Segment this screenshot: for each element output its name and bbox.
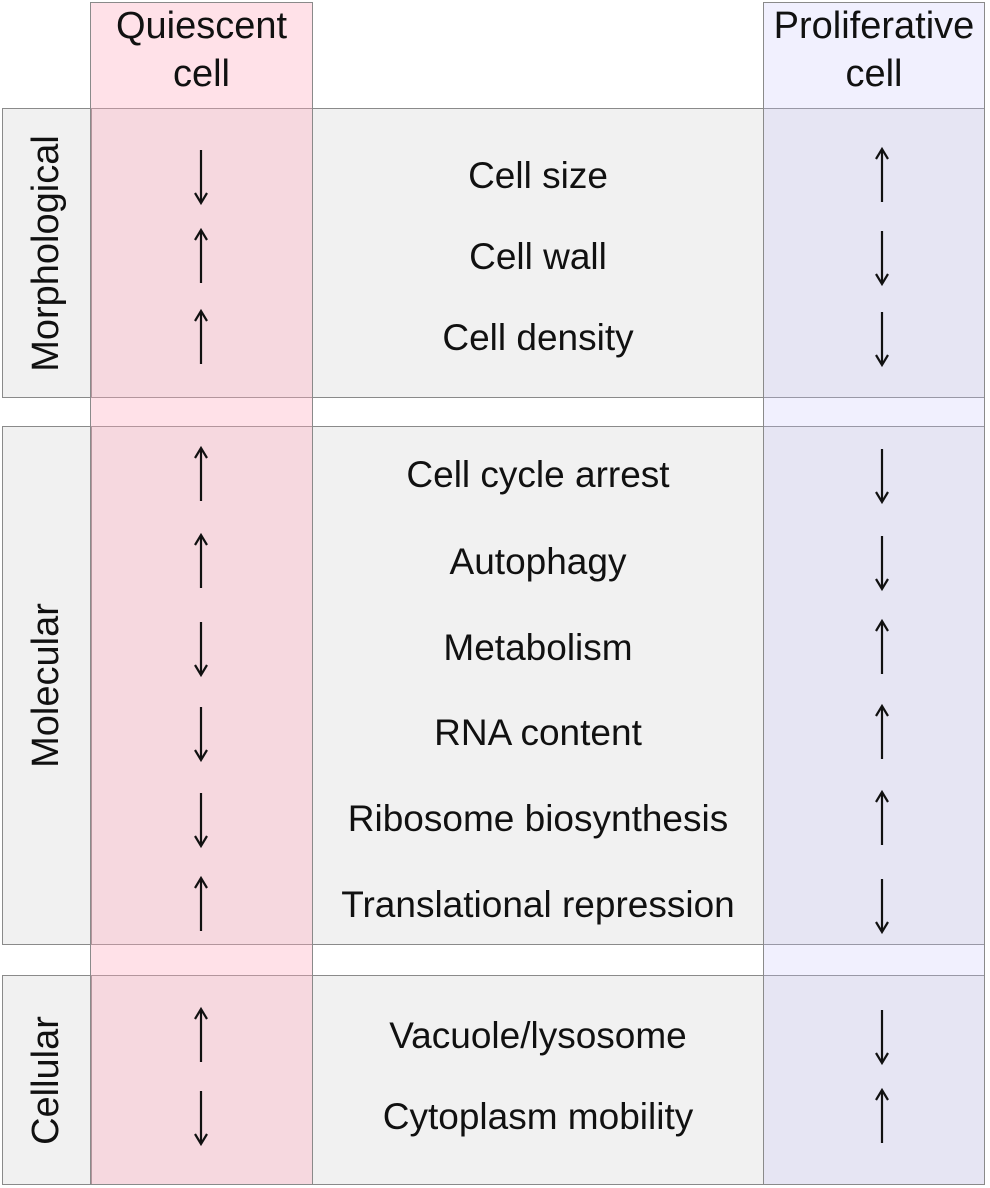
down-arrow-icon	[875, 312, 889, 368]
row-cytoplasm-mobility: Cytoplasm mobility	[0, 1087, 990, 1147]
quiescent-arrow-icon	[171, 308, 231, 368]
quiescent-arrow-icon	[171, 146, 231, 206]
feature-label: Translational repression	[341, 884, 735, 925]
quiescent-arrow-icon	[171, 1087, 231, 1147]
up-arrow-icon	[875, 618, 889, 674]
proliferative-column	[763, 2, 985, 1185]
down-arrow-icon	[875, 449, 889, 505]
proliferative-arrow-icon	[852, 618, 912, 678]
up-arrow-icon	[194, 308, 208, 364]
up-arrow-icon	[194, 875, 208, 931]
section-morphological	[2, 108, 985, 398]
quiescent-header: Quiescent cell	[90, 2, 313, 98]
section-molecular	[2, 426, 985, 945]
proliferative-arrow-icon	[852, 146, 912, 206]
down-arrow-icon	[875, 879, 889, 935]
section-cellular	[2, 975, 985, 1185]
quiescent-header-line-2: cell	[172, 53, 231, 95]
quiescent-arrow-icon	[171, 789, 231, 849]
row-rna-content: RNA content	[0, 703, 990, 763]
quiescent-arrow-icon	[171, 1006, 231, 1066]
quiescent-arrow-icon	[171, 703, 231, 763]
proliferative-header: Proliferative cell	[763, 2, 985, 98]
section-divider	[91, 427, 92, 944]
proliferative-arrow-icon	[852, 308, 912, 368]
row-ribosome-biosynthesis: Ribosome biosynthesis	[0, 789, 990, 849]
down-arrow-icon	[194, 1091, 208, 1147]
row-translational-repression: Translational repression	[0, 875, 990, 935]
up-arrow-icon	[194, 532, 208, 588]
quiescent-arrow-icon	[171, 532, 231, 592]
proliferative-header-line-1: Proliferative	[773, 5, 975, 47]
quiescent-arrow-icon	[171, 445, 231, 505]
down-arrow-icon	[194, 793, 208, 849]
down-arrow-icon	[875, 1010, 889, 1066]
proliferative-arrow-icon	[852, 227, 912, 287]
quiescent-arrow-icon	[171, 227, 231, 287]
feature-label: Vacuole/lysosome	[389, 1015, 687, 1056]
up-arrow-icon	[194, 445, 208, 501]
up-arrow-icon	[194, 227, 208, 283]
row-cell-density: Cell density	[0, 308, 990, 368]
row-cell-size: Cell size	[0, 146, 990, 206]
feature-label: Autophagy	[449, 541, 627, 582]
quiescent-arrow-icon	[171, 875, 231, 935]
feature-label: Cell cycle arrest	[406, 454, 670, 495]
proliferative-arrow-icon	[852, 703, 912, 763]
down-arrow-icon	[875, 536, 889, 592]
down-arrow-icon	[875, 231, 889, 287]
proliferative-arrow-icon	[852, 1087, 912, 1147]
quiescent-arrow-icon	[171, 618, 231, 678]
down-arrow-icon	[194, 150, 208, 206]
up-arrow-icon	[194, 1006, 208, 1062]
up-arrow-icon	[875, 146, 889, 202]
feature-label: Ribosome biosynthesis	[347, 798, 729, 839]
row-metabolism: Metabolism	[0, 618, 990, 678]
proliferative-header-line-2: cell	[845, 53, 903, 95]
proliferative-arrow-icon	[852, 445, 912, 505]
feature-label: Cytoplasm mobility	[382, 1096, 694, 1137]
down-arrow-icon	[194, 707, 208, 763]
feature-label: Metabolism	[443, 627, 633, 668]
down-arrow-icon	[194, 622, 208, 678]
up-arrow-icon	[875, 703, 889, 759]
quiescent-header-line-1: Quiescent	[115, 5, 288, 47]
row-autophagy: Autophagy	[0, 532, 990, 592]
up-arrow-icon	[875, 789, 889, 845]
feature-label: Cell density	[442, 317, 634, 358]
feature-label: Cell wall	[469, 236, 607, 277]
proliferative-arrow-icon	[852, 875, 912, 935]
proliferative-arrow-icon	[852, 532, 912, 592]
row-cell-cycle-arrest: Cell cycle arrest	[0, 445, 990, 505]
section-divider	[91, 976, 92, 1184]
row-vacuole-lysosome: Vacuole/lysosome	[0, 1006, 990, 1066]
row-cell-wall: Cell wall	[0, 227, 990, 287]
section-divider	[91, 109, 92, 397]
feature-label: RNA content	[434, 712, 642, 753]
proliferative-arrow-icon	[852, 789, 912, 849]
up-arrow-icon	[875, 1087, 889, 1143]
feature-label: Cell size	[468, 155, 608, 196]
proliferative-arrow-icon	[852, 1006, 912, 1066]
